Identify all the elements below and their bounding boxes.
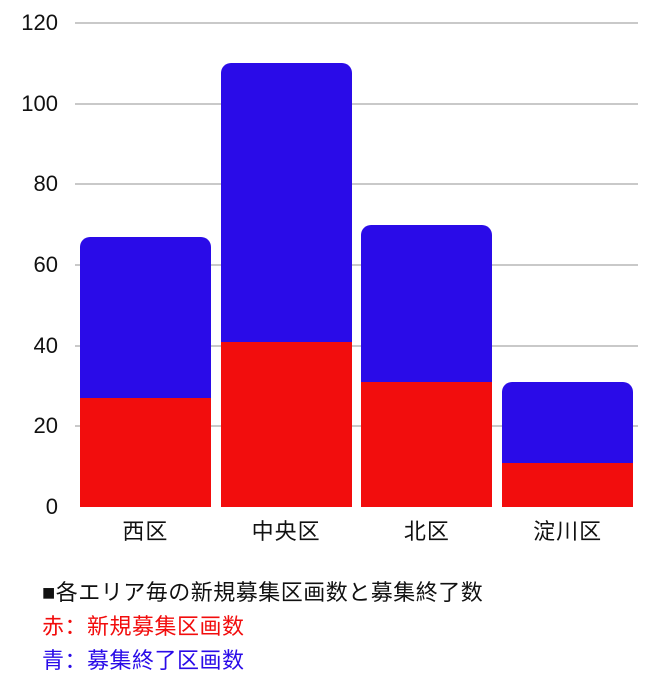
gridline [75,102,638,105]
gridline [75,183,638,186]
bar-segment-blue [502,381,634,463]
y-axis-tick-label: 80 [33,171,58,197]
bar-segment-blue [220,63,352,342]
y-axis-tick-label: 120 [21,10,58,35]
y-axis-tick-label: 20 [33,413,58,439]
legend-blue-label: 青：募集終了区画数 [42,648,245,673]
bar-segment-red [502,462,634,507]
gridline [75,264,638,266]
bar-segment-red [361,381,493,507]
gridline [75,22,638,24]
gridline [75,344,638,347]
gridline [75,425,638,428]
chart-caption-title: ■各エリア毎の新規募集区画数と募集終了数 [42,580,484,605]
chart-caption: ■各エリア毎の新規募集区画数と募集終了数 赤：新規募集区画数 青：募集終了区画数 [42,576,483,678]
x-axis-category-label: 北区 [403,519,450,544]
x-axis-category-label: 淀川区 [533,519,603,544]
x-axis-category-label: 西区 [122,519,169,544]
bar-segment-red [79,398,211,507]
legend-red-label: 赤：新規募集区画数 [42,614,245,639]
y-axis-tick-label: 100 [21,90,58,116]
bar-segment-red [220,341,352,507]
bar-segment-blue [79,236,211,399]
bar-segment-blue [361,224,493,382]
x-axis-category-label: 中央区 [251,519,321,544]
y-axis-tick-label: 60 [33,252,58,277]
y-axis-tick-label: 40 [33,332,58,358]
y-axis-tick-label: 0 [45,494,58,519]
